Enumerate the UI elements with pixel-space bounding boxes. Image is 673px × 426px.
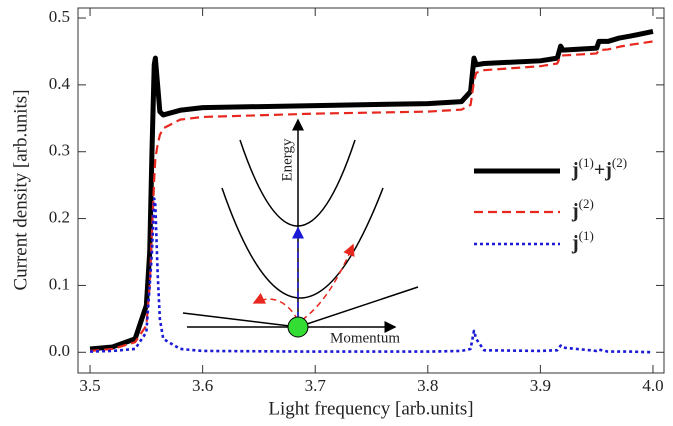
y-tick-label: 0.4 [49,74,71,93]
transition-arrow [301,243,355,321]
legend-label: j(2) [571,196,594,222]
x-tick-label: 3.9 [530,376,551,395]
energy-label: Energy [279,138,295,182]
y-tick-label: 0.0 [49,341,70,360]
x-axis-label: Light frequency [arb.units] [268,398,473,419]
series-line [90,197,654,354]
x-tick-label: 3.8 [417,376,438,395]
upper-band [239,139,356,227]
series-line [89,28,654,352]
x-tick-label: 4.0 [642,376,663,395]
y-tick-label: 0.5 [49,7,70,26]
momentum-label: Momentum [330,330,400,346]
x-tick-label: 3.5 [79,376,100,395]
plot-lines [89,28,654,354]
y-tick-label: 0.3 [49,141,70,160]
y-tick-label: 0.2 [49,207,70,226]
x-tick-label: 3.6 [192,376,213,395]
y-tick-label: 0.1 [49,274,70,293]
legend-label: j(1) [571,228,594,254]
x-tick-label: 3.7 [305,376,327,395]
inset-diagram [182,118,419,338]
series-line [89,40,654,353]
transition-arrow [252,292,299,321]
electron-dot [287,316,309,338]
middle-band [221,187,384,299]
y-axis-label: Current density [arb.units] [10,89,31,290]
legend-label: j(1)+j(2) [571,155,627,181]
plot-frame [77,7,665,374]
